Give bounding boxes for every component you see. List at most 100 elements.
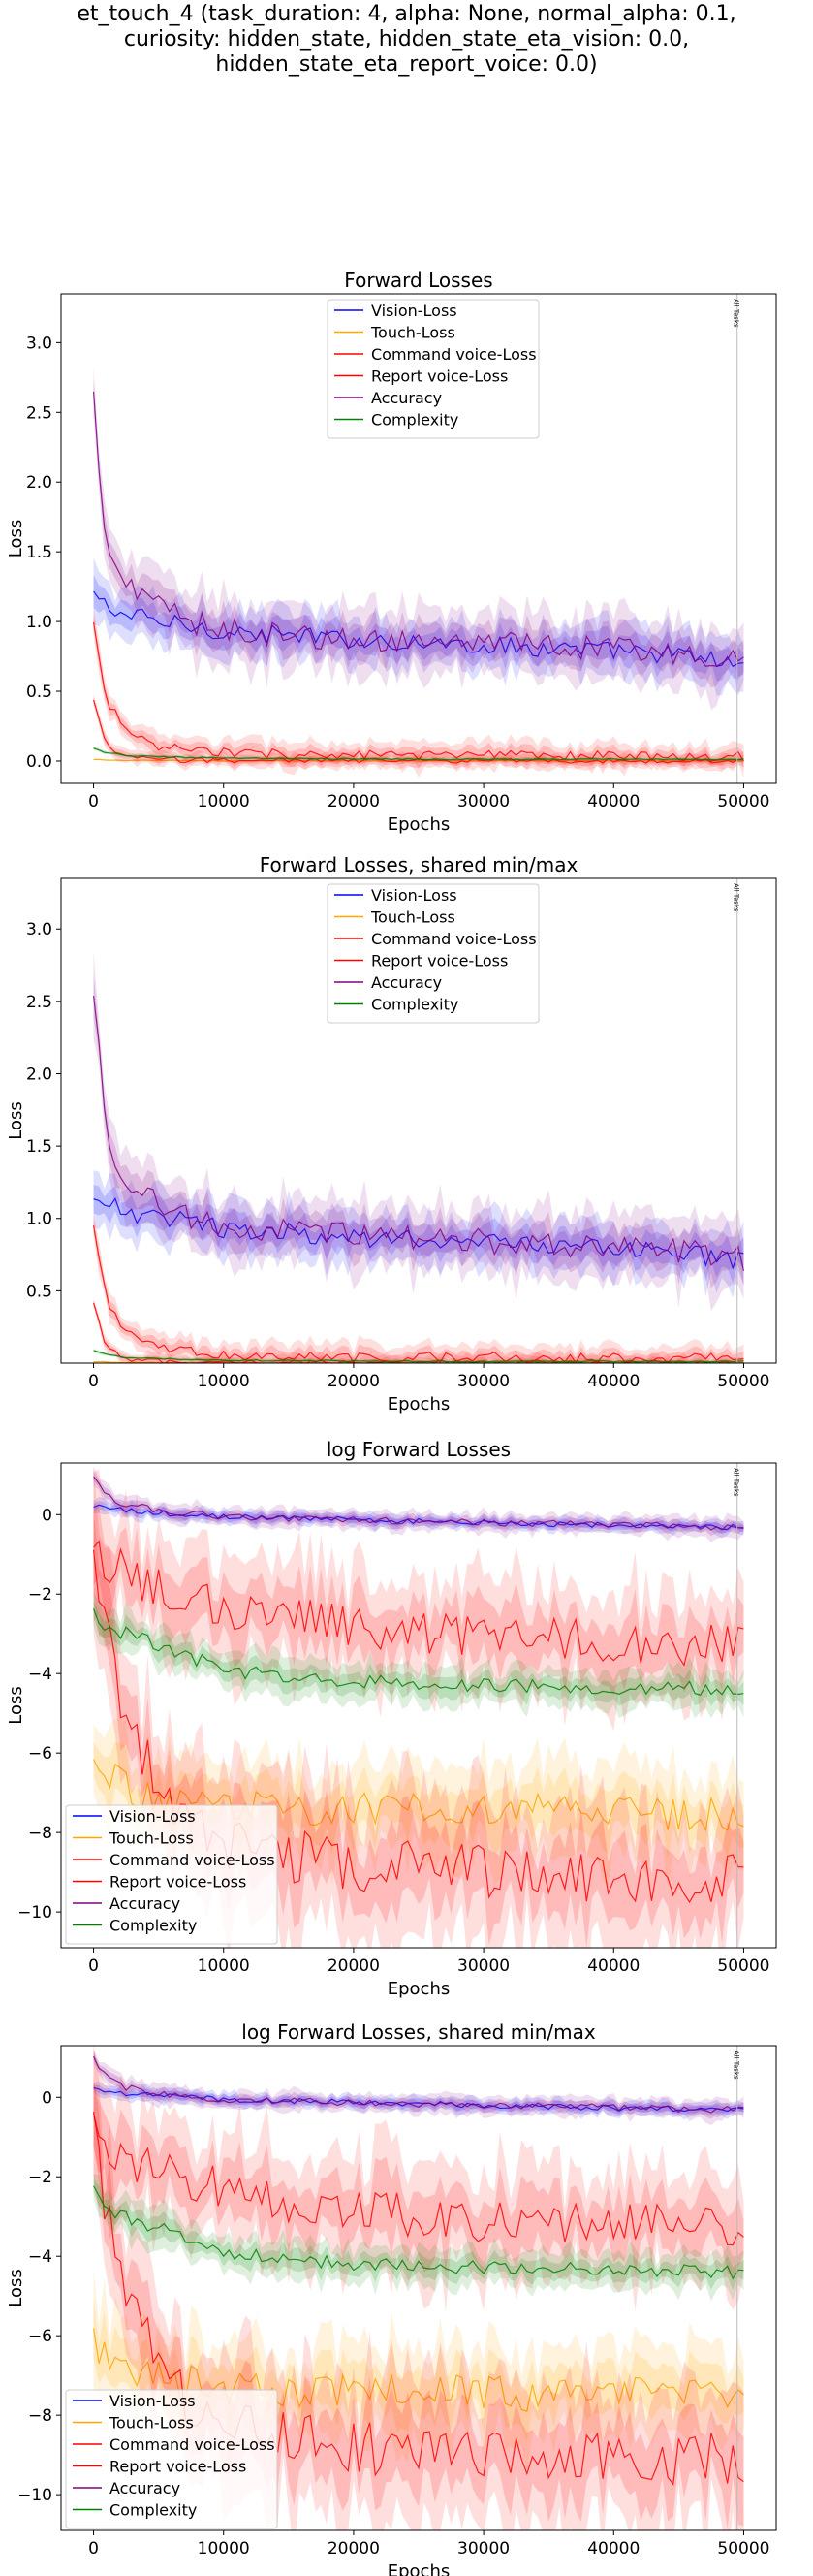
series-line-complexity xyxy=(93,1350,744,1363)
y-tick-label: 0 xyxy=(42,2088,52,2108)
y-tick-label: 2.5 xyxy=(26,403,52,423)
legend-label-report: Report voice-Loss xyxy=(109,2458,246,2476)
series-band-outer-command xyxy=(93,608,744,779)
x-tick-label: 40000 xyxy=(587,1956,640,1976)
y-tick-label: −6 xyxy=(28,1744,52,1764)
y-tick-label: 3.0 xyxy=(26,920,52,939)
y-tick-label: 0.0 xyxy=(26,752,52,772)
y-tick-label: −8 xyxy=(28,2406,52,2426)
x-tick-label: 40000 xyxy=(587,2539,640,2559)
series-band-outer-complexity xyxy=(93,2173,744,2302)
x-axis-label: Epochs xyxy=(388,814,451,835)
legend-label-vision: Vision-Loss xyxy=(109,1807,196,1826)
x-tick-label: 40000 xyxy=(587,1372,640,1391)
legend-label-accuracy: Accuracy xyxy=(371,389,442,407)
legend: Vision-Loss Touch-Loss Command voice-Loss R… xyxy=(327,299,540,439)
legend-label-complexity: Complexity xyxy=(371,996,458,1014)
y-axis-label: Loss xyxy=(6,520,26,557)
series-line-command xyxy=(93,1540,744,1668)
x-tick-label: 30000 xyxy=(457,792,510,811)
legend-label-touch: Touch-Loss xyxy=(370,908,455,927)
all-tasks-marker-label: All Tasks xyxy=(733,299,740,328)
series-band-inner-vision xyxy=(93,1501,744,1534)
all-tasks-marker-label: All Tasks xyxy=(733,883,740,912)
x-tick-label: 10000 xyxy=(198,1372,250,1391)
series-band-outer-accuracy xyxy=(93,1466,744,1542)
y-tick-label: 0.5 xyxy=(26,683,52,702)
x-tick-label: 20000 xyxy=(328,1956,380,1976)
series-line-vision xyxy=(93,1504,744,1531)
figure-title: et_touch_4 (task_duration: 4, alpha: Non… xyxy=(0,2,813,78)
series-band-inner-vision xyxy=(93,1184,744,1284)
y-tick-label: 1.5 xyxy=(26,543,52,562)
legend-label-report: Report voice-Loss xyxy=(371,952,508,970)
series-band-inner-command xyxy=(93,1505,744,1696)
series-band-outer-accuracy xyxy=(93,952,744,1312)
chart-title: Forward Losses xyxy=(344,269,492,292)
y-axis-label: Loss xyxy=(6,1101,26,1139)
x-axis-label: Epochs xyxy=(388,1394,451,1415)
plot-area xyxy=(92,952,745,1363)
series-band-inner-command xyxy=(93,615,744,770)
legend: Vision-Loss Touch-Loss Command voice-Loss R… xyxy=(65,1804,278,1945)
legend: Vision-Loss Touch-Loss Command voice-Loss R… xyxy=(65,2389,278,2529)
x-tick-label: 10000 xyxy=(198,792,250,811)
figure-title-line-1: et_touch_4 (task_duration: 4, alpha: Non… xyxy=(77,2,736,26)
series-line-accuracy xyxy=(92,391,744,667)
series-band-outer-vision xyxy=(93,557,744,696)
y-tick-label: −8 xyxy=(28,1824,52,1843)
legend-label-vision: Vision-Loss xyxy=(371,302,457,320)
series-band-outer-accuracy xyxy=(93,2049,744,2126)
chart-panel-2: Forward Losses, shared min/max All Tasks 0… xyxy=(6,853,777,1415)
legend-box xyxy=(65,1804,278,1945)
chart-panel-1: Forward Losses All Tasks 0 10000 20000 30000 4… xyxy=(6,269,777,835)
legend-label-command: Command voice-Loss xyxy=(109,2435,275,2454)
x-axis-label: Epochs xyxy=(388,1979,451,1999)
legend-label-vision: Vision-Loss xyxy=(371,886,457,905)
series-band-inner-touch xyxy=(93,2298,744,2442)
y-tick-label: 2.0 xyxy=(26,1065,52,1084)
series-band-outer-vision xyxy=(93,1497,744,1539)
y-tick-label: 1.5 xyxy=(26,1137,52,1157)
series-line-complexity xyxy=(93,747,744,761)
x-tick-label: 0 xyxy=(88,1956,99,1976)
series-line-accuracy xyxy=(92,2055,744,2114)
y-tick-label: −10 xyxy=(17,2486,52,2505)
series-band-inner-command xyxy=(93,1220,744,1363)
series-line-command xyxy=(92,1225,744,1363)
legend-box xyxy=(327,883,540,1024)
series-band-inner-complexity xyxy=(93,2179,744,2290)
series-band-inner-complexity xyxy=(93,1600,744,1706)
legend-label-report: Report voice-Loss xyxy=(109,1873,246,1892)
series-line-vision xyxy=(93,1196,744,1270)
series-band-outer-report xyxy=(93,693,744,772)
y-axis-label: Loss xyxy=(6,1686,26,1724)
legend-label-complexity: Complexity xyxy=(109,2501,197,2520)
chart-title: Forward Losses, shared min/max xyxy=(260,853,578,876)
series-band-outer-accuracy xyxy=(93,367,744,711)
y-axis-label: Loss xyxy=(6,2269,26,2306)
y-tick-label: −4 xyxy=(28,2247,52,2267)
legend-box xyxy=(327,299,540,439)
series-band-inner-accuracy xyxy=(93,379,744,688)
legend-label-touch: Touch-Loss xyxy=(370,324,455,342)
axes-frame xyxy=(60,877,777,1364)
series-band-inner-vision xyxy=(93,2084,744,2115)
x-tick-label: 50000 xyxy=(717,1372,769,1391)
series-band-outer-touch xyxy=(93,758,744,763)
legend-label-command: Command voice-Loss xyxy=(371,345,537,364)
all-tasks-marker-label: All Tasks xyxy=(733,1468,740,1497)
series-band-inner-report xyxy=(93,1300,744,1363)
y-tick-label: 2.5 xyxy=(26,993,52,1012)
legend: Vision-Loss Touch-Loss Command voice-Loss R… xyxy=(327,883,540,1024)
chart-title: log Forward Losses, shared min/max xyxy=(241,2020,596,2044)
series-line-complexity xyxy=(92,1608,744,1697)
legend-label-command: Command voice-Loss xyxy=(109,1851,275,1869)
series-line-accuracy xyxy=(92,995,745,1271)
figure-title-line-2: curiosity: hidden_state, hidden_state_et… xyxy=(123,27,690,51)
legend-label-accuracy: Accuracy xyxy=(109,2479,180,2497)
legend-label-complexity: Complexity xyxy=(109,1917,197,1935)
x-tick-label: 40000 xyxy=(587,792,640,811)
series-line-touch xyxy=(93,1759,744,1832)
series-band-inner-command xyxy=(93,2082,744,2278)
